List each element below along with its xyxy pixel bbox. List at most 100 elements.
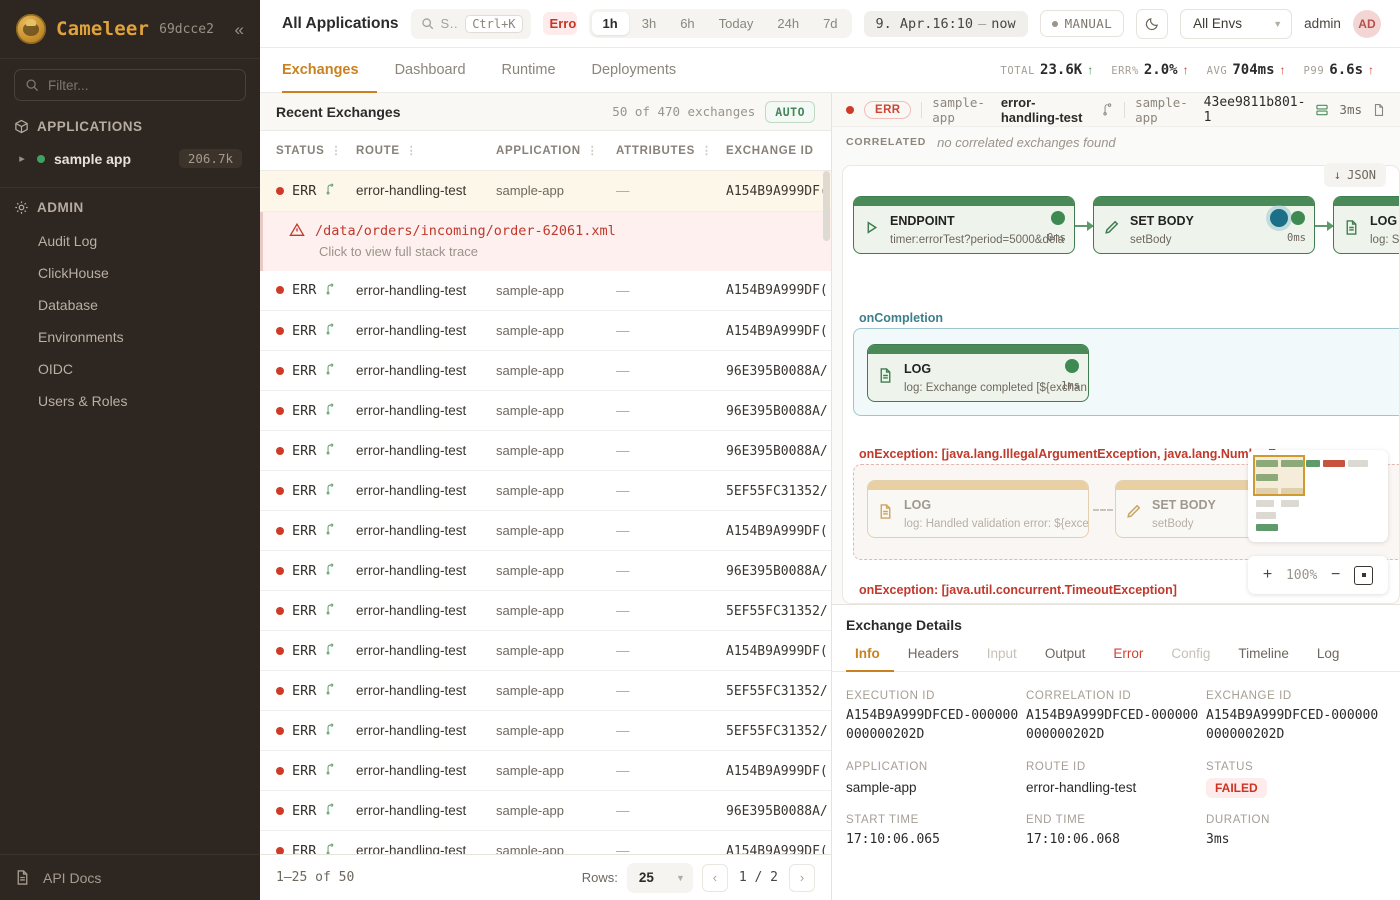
cell-status-text: ERR <box>292 322 317 339</box>
global-search-input[interactable]: S… Ctrl+K <box>410 8 531 39</box>
table-row[interactable]: ERR error-handling-test sample-app — A154B9A… <box>260 171 831 211</box>
theme-toggle-button[interactable] <box>1136 8 1169 39</box>
arrow-up-icon: ↑ <box>1368 63 1374 77</box>
tab-input[interactable]: Input <box>986 646 1017 661</box>
tab-dashboard[interactable]: Dashboard <box>394 61 466 78</box>
table-row[interactable]: ERR error-handling-test sample-app — A154B9A… <box>260 271 831 311</box>
route-graph-canvas[interactable]: ENDPOINT timer:errorTest?period=5000&del… <box>842 165 1400 604</box>
cell-status: ERR <box>260 711 356 751</box>
column-header-route[interactable]: ROUTE ⋮ <box>356 131 496 170</box>
table-row[interactable]: ERR error-handling-test sample-app — A154B9A… <box>260 751 831 791</box>
tab-log[interactable]: Log <box>1316 646 1340 661</box>
graph-node-endpoint[interactable]: ENDPOINT timer:errorTest?period=5000&del… <box>853 196 1075 254</box>
table-row[interactable]: ERR error-handling-test sample-app — A154B9A… <box>260 631 831 671</box>
tab-deployments[interactable]: Deployments <box>591 61 677 78</box>
error-detail-row[interactable]: /data/orders/incoming/order-62061.xml Cli… <box>260 211 831 271</box>
avatar[interactable]: AD <box>1352 9 1381 38</box>
table-row[interactable]: ERR error-handling-test sample-app — A154B9A… <box>260 311 831 351</box>
table-row[interactable]: ERR error-handling-test sample-app — 96E395B… <box>260 431 831 471</box>
tab-runtime[interactable]: Runtime <box>501 61 556 78</box>
sidebar-item-users-roles[interactable]: Users & Roles <box>38 393 128 409</box>
cell-exchange-id: A154B9A999DF( <box>726 183 828 199</box>
tab-info[interactable]: Info <box>846 642 894 672</box>
collapse-sidebar-icon[interactable]: « <box>234 19 244 39</box>
kpi-err-pct-label: ERR% <box>1111 65 1139 77</box>
next-page-button[interactable]: › <box>789 863 815 892</box>
time-range-6h[interactable]: 6h <box>680 16 695 31</box>
download-json-button[interactable]: ↓ JSON <box>1323 163 1386 187</box>
time-range-3h[interactable]: 3h <box>641 16 657 31</box>
prev-page-button[interactable]: ‹ <box>701 863 728 892</box>
time-range-1h[interactable]: 1h <box>591 12 629 35</box>
cell-exchange-id: 5EF55FC31352/ <box>726 683 828 699</box>
environment-select[interactable]: All Envs ▼ <box>1180 8 1293 39</box>
table-row[interactable]: ERR error-handling-test sample-app — 5EF55FC… <box>260 711 831 751</box>
cell-route: error-handling-test <box>356 843 467 854</box>
sidebar: Cameleer 69dcce2 « Filter... APPLICATION… <box>0 0 260 900</box>
tab-exchanges[interactable]: Exchanges <box>282 48 377 93</box>
table-row[interactable]: ERR error-handling-test sample-app — 96E395B… <box>260 391 831 431</box>
tab-error[interactable]: Error <box>1113 646 1144 661</box>
sidebar-item-sample-app[interactable]: ▸ sample app 206.7k <box>10 142 250 175</box>
sidebar-item-environments[interactable]: Environments <box>38 329 124 345</box>
graph-node-exception-log[interactable]: LOG log: Handled validation error: ${exc… <box>867 480 1089 538</box>
zoom-out-button[interactable]: − <box>1331 566 1341 583</box>
route-branch-icon <box>324 603 336 618</box>
table-row[interactable]: ERR error-handling-test sample-app — A154B9A… <box>260 831 831 854</box>
minimap-viewport[interactable] <box>1253 455 1305 496</box>
detail-field: STATUS FAILED <box>1206 761 1386 798</box>
sidebar-item-api-docs[interactable]: API Docs <box>14 869 246 886</box>
graph-node-oncompletion-log[interactable]: LOG log: Exchange completed [${exchan 1m… <box>867 344 1089 402</box>
column-header-application[interactable]: APPLICATION ⋮ <box>496 131 616 170</box>
time-window-display[interactable]: 9. Apr.16:10– now <box>863 10 1028 37</box>
exchanges-rows-scroll[interactable]: ERR error-handling-test sample-app — A154B9A… <box>260 171 831 854</box>
sidebar-item-audit-log[interactable]: Audit Log <box>38 233 98 249</box>
auto-refresh-toggle[interactable]: AUTO <box>765 100 815 123</box>
sidebar-item-database[interactable]: Database <box>38 297 98 313</box>
table-row[interactable]: ERR error-handling-test sample-app — 96E395B… <box>260 791 831 831</box>
detail-field-value: 17:10:06.068 <box>1026 831 1120 847</box>
table-row[interactable]: ERR error-handling-test sample-app — 5EF55FC… <box>260 471 831 511</box>
table-row[interactable]: ERR error-handling-test sample-app — 5EF55FC… <box>260 591 831 631</box>
graph-node-set-body[interactable]: SET BODY setBody 0ms <box>1093 196 1315 254</box>
time-range-24h[interactable]: 24h <box>777 16 800 31</box>
correlated-label: CORRELATED <box>846 136 927 148</box>
table-row[interactable]: ERR error-handling-test sample-app — 5EF55FC… <box>260 671 831 711</box>
vertical-scrollbar[interactable] <box>823 171 830 241</box>
cell-attributes: — <box>616 843 630 854</box>
brand-name: Cameleer <box>56 18 150 40</box>
status-dot-error <box>276 486 284 495</box>
error-count-badge[interactable]: Erro <box>542 12 577 35</box>
user-name-label: admin <box>1304 16 1341 31</box>
tab-config[interactable]: Config <box>1171 646 1211 661</box>
document-icon[interactable] <box>1372 103 1386 117</box>
refresh-mode-manual-button[interactable]: MANUAL <box>1039 10 1125 37</box>
tab-output[interactable]: Output <box>1044 646 1086 661</box>
tab-headers[interactable]: Headers <box>907 646 959 661</box>
time-range-today[interactable]: Today <box>718 16 754 31</box>
graph-node-log[interactable]: LOG log: Sta <box>1333 196 1399 254</box>
sidebar-filter-input[interactable]: Filter... <box>14 69 246 101</box>
column-resize-grip-icon[interactable]: ⋮ <box>405 145 417 157</box>
column-resize-grip-icon[interactable]: ⋮ <box>330 145 342 157</box>
table-row[interactable]: ERR error-handling-test sample-app — A154B9A… <box>260 511 831 551</box>
time-range-7d[interactable]: 7d <box>823 16 838 31</box>
column-header-attributes[interactable]: ATTRIBUTES ⋮ <box>616 131 726 170</box>
table-row[interactable]: ERR error-handling-test sample-app — 96E395B… <box>260 351 831 391</box>
graph-minimap[interactable] <box>1248 450 1388 542</box>
exchange-details-title: Exchange Details <box>846 617 962 633</box>
rows-per-page-select[interactable]: 25 ▼ <box>626 862 693 893</box>
tab-timeline[interactable]: Timeline <box>1238 646 1289 661</box>
sidebar-item-clickhouse[interactable]: ClickHouse <box>38 265 109 281</box>
zoom-in-button[interactable]: + <box>1262 566 1273 583</box>
cell-status-text: ERR <box>292 182 317 199</box>
table-row[interactable]: ERR error-handling-test sample-app — 96E395B… <box>260 551 831 591</box>
zoom-fit-button[interactable] <box>1354 565 1374 585</box>
cell-attributes: — <box>616 282 630 298</box>
sidebar-item-oidc[interactable]: OIDC <box>38 361 73 377</box>
chevron-right-icon[interactable]: ▸ <box>19 153 25 165</box>
column-header-status[interactable]: STATUS ⋮ <box>260 131 356 170</box>
column-resize-grip-icon[interactable]: ⋮ <box>586 145 598 157</box>
column-header-exchange-id[interactable]: EXCHANGE ID <box>726 131 832 170</box>
column-resize-grip-icon[interactable]: ⋮ <box>700 145 712 157</box>
